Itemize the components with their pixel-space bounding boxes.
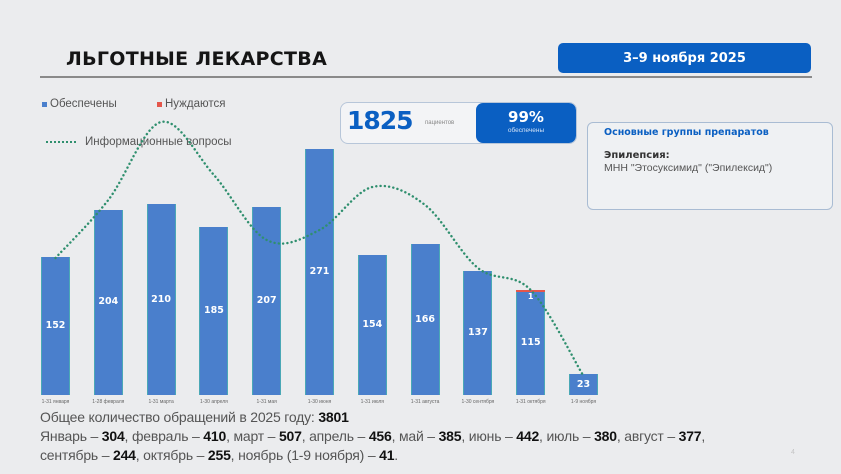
month-label: май – (398, 428, 435, 444)
legend-needed-label: Нуждаются (165, 98, 226, 110)
summary-total-line: Общее количество обращений в 2025 году: … (40, 408, 705, 427)
summary-total-value: 3801 (318, 409, 349, 425)
month-value: 377 (678, 428, 702, 444)
provided-percent-value: 99% (508, 108, 544, 126)
x-axis-tick-label: 1-30 сентября (461, 399, 495, 405)
page-number: 4 (791, 449, 795, 456)
month-value: 507 (278, 428, 302, 444)
month-value: 255 (207, 447, 231, 463)
x-axis-tick-label: 1-31 марта (148, 399, 174, 405)
x-axis-tick-label: 1-28 февраля (92, 399, 125, 405)
bar-provided (252, 207, 282, 395)
x-axis-tick-label: 1-31 октября (515, 399, 546, 405)
bar-provided (410, 244, 440, 395)
patients-count-label: пациентов (425, 120, 455, 126)
legend-info-requests-label: Информационные вопросы (85, 136, 232, 148)
month-label: Январь – (40, 428, 99, 444)
summary-months-line-1: Январь – 304, февраль – 410, март – 507,… (40, 428, 706, 444)
bar-provided (569, 374, 598, 395)
x-axis-tick-label: 1-30 июня (307, 399, 332, 405)
bar-provided (305, 148, 334, 395)
bar-provided (357, 255, 387, 395)
x-axis-tick-label: 1-9 ноября (570, 399, 597, 405)
month-label: август – (624, 428, 675, 444)
drug-group-description: МНН "Этосуксимид" ("Эпилексид") (604, 162, 773, 174)
drug-groups-title: Основные группы препаратов (604, 127, 769, 138)
legend-info-requests: Информационные вопросы (46, 136, 232, 148)
month-label: июнь – (468, 428, 513, 444)
month-label: март – (233, 428, 276, 444)
month-label: сентябрь – (40, 447, 110, 463)
x-axis-tick-label: 1-31 августа (410, 399, 440, 405)
provided-percent-label: обеспечены (507, 127, 545, 134)
month-value: 380 (594, 428, 617, 444)
patients-count: 1825 (347, 106, 414, 135)
month-value: 410 (203, 428, 227, 444)
patients-stat-card: 1825 пациентов 99% обеспечены (340, 102, 577, 144)
x-axis-tick-label: 1-31 января (41, 399, 70, 405)
bar-provided (516, 290, 546, 395)
legend-dotted-line-icon (46, 141, 76, 143)
drug-group-name: Эпилепсия: (604, 150, 670, 161)
yearly-summary: Общее количество обращений в 2025 году: … (40, 408, 705, 465)
bar-provided (463, 270, 493, 395)
bar-provided (93, 209, 123, 395)
month-value: 304 (101, 428, 125, 444)
summary-total-label: Общее количество обращений в 2025 году: (40, 409, 315, 425)
x-axis-tick-label: 1-31 мая (256, 399, 277, 405)
provided-percent-badge: 99% обеспечены (476, 103, 576, 143)
month-value: 385 (438, 428, 462, 444)
legend-provided: Обеспечены (42, 98, 117, 110)
legend-needed-swatch-icon (157, 101, 162, 107)
page-title: ЛЬГОТНЫЕ ЛЕКАРСТВА (66, 48, 328, 70)
month-value: 442 (516, 428, 540, 444)
bar-provided (146, 204, 176, 395)
month-value: 41 (379, 447, 395, 463)
month-label: ноябрь (1-9 ноября) – (238, 447, 376, 463)
bar-provided (199, 227, 229, 395)
bar-provided (41, 256, 70, 395)
x-axis-tick-label: 1-30 апреля (199, 399, 228, 405)
x-axis-tick-label: 1-31 июля (360, 399, 385, 405)
month-label: апрель – (309, 428, 366, 444)
summary-months-line-2: сентябрь – 244, октябрь – 255, ноябрь (1… (40, 447, 398, 463)
drug-groups-card: Основные группы препаратов Эпилепсия: МН… (587, 122, 833, 210)
legend-provided-label: Обеспечены (50, 98, 117, 110)
legend-needed: Нуждаются (157, 98, 225, 110)
month-label: февраль – (131, 428, 200, 444)
date-range-badge: 3–9 ноября 2025 (558, 43, 811, 73)
month-label: июль – (546, 428, 591, 444)
month-label: октябрь – (143, 447, 205, 463)
legend-provided-swatch-icon (42, 101, 47, 107)
month-value: 244 (113, 447, 136, 463)
title-divider (40, 76, 812, 78)
month-value: 456 (368, 428, 392, 444)
